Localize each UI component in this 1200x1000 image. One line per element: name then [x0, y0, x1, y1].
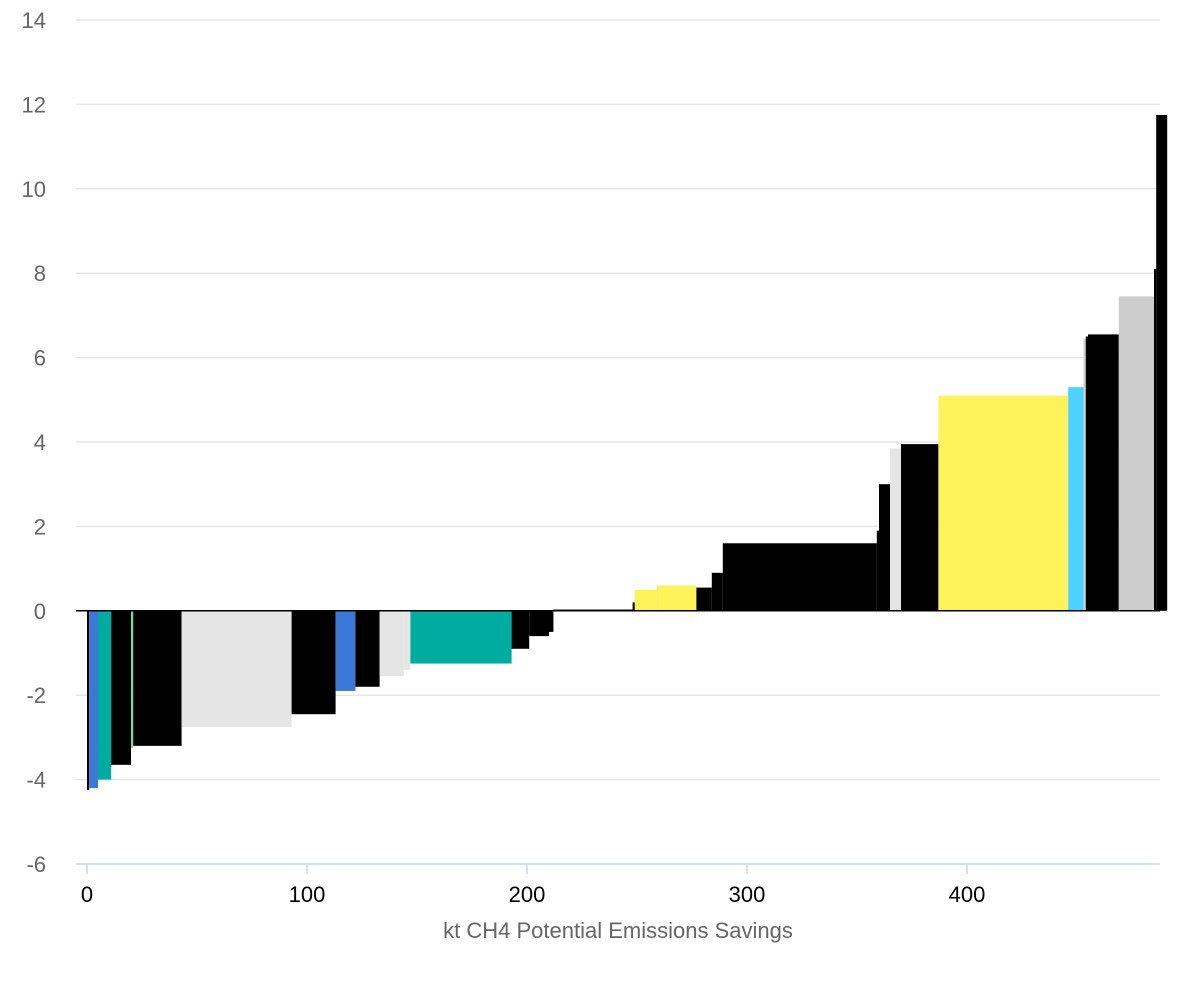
- bar: [879, 484, 890, 611]
- bar: [511, 610, 530, 649]
- y-tick-label: 4: [34, 430, 46, 455]
- bar: [549, 610, 554, 632]
- bar: [410, 610, 512, 664]
- bar: [711, 572, 723, 611]
- bar: [656, 585, 697, 611]
- y-tick-label: 2: [34, 514, 46, 539]
- bar: [403, 610, 411, 670]
- y-tick-label: 10: [22, 177, 46, 202]
- bar: [1154, 268, 1157, 611]
- x-axis-title: kt CH4 Potential Emissions Savings: [443, 918, 793, 943]
- x-tick-label: 300: [729, 882, 766, 907]
- y-tick-label: -6: [26, 852, 46, 877]
- bar: [1088, 334, 1119, 611]
- y-tick-label: 12: [22, 92, 46, 117]
- bar: [529, 610, 549, 637]
- bars: [87, 114, 1168, 791]
- bar: [1083, 338, 1086, 611]
- y-tick-label: 14: [22, 8, 46, 33]
- bar: [133, 610, 182, 746]
- bar: [87, 610, 90, 791]
- bar: [1118, 296, 1154, 611]
- bar: [98, 610, 112, 780]
- bar: [696, 587, 712, 611]
- bar: [131, 610, 134, 748]
- x-tick-label: 0: [81, 882, 93, 907]
- bar: [379, 610, 404, 677]
- bar: [335, 610, 356, 691]
- x-tick-label: 100: [289, 882, 326, 907]
- bar: [890, 448, 901, 611]
- bar: [181, 610, 292, 727]
- bar: [355, 610, 380, 687]
- bar: [632, 602, 635, 611]
- x-tick-label: 400: [949, 882, 986, 907]
- bar: [89, 610, 98, 789]
- bar: [876, 530, 879, 611]
- y-tick-label: 8: [34, 261, 46, 286]
- bar: [938, 395, 1069, 611]
- y-tick-label: 6: [34, 346, 46, 371]
- bar: [291, 610, 336, 715]
- bar: [1068, 387, 1084, 611]
- y-tick-label: -4: [26, 768, 46, 793]
- bar: [1156, 114, 1168, 611]
- bar: [634, 589, 657, 611]
- axes: -6 -4 -2 0 2 4 6 8 10 12 14 0 100 200 300 400: [22, 8, 1160, 907]
- bar: [722, 543, 877, 611]
- bar: [111, 610, 131, 765]
- bar: [1085, 336, 1088, 611]
- x-tick-label: 200: [509, 882, 546, 907]
- bar: [901, 444, 939, 611]
- y-tick-label: 0: [34, 599, 46, 624]
- y-tick-label: -2: [26, 683, 46, 708]
